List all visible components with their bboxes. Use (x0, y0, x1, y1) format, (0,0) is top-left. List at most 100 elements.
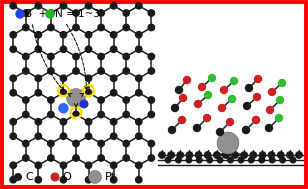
Circle shape (159, 152, 165, 158)
Circle shape (217, 129, 224, 136)
Circle shape (186, 152, 192, 158)
Circle shape (296, 152, 302, 158)
Circle shape (22, 140, 29, 147)
Circle shape (148, 140, 155, 147)
Circle shape (217, 132, 239, 154)
Circle shape (205, 152, 211, 158)
Circle shape (111, 119, 117, 125)
Circle shape (35, 177, 42, 183)
Circle shape (226, 119, 233, 125)
Circle shape (269, 88, 275, 95)
Circle shape (123, 24, 129, 31)
Circle shape (136, 162, 142, 168)
Circle shape (10, 90, 16, 96)
Circle shape (136, 46, 142, 53)
Circle shape (180, 94, 187, 101)
Circle shape (35, 75, 42, 81)
Circle shape (22, 68, 29, 74)
Circle shape (48, 111, 54, 118)
Circle shape (98, 68, 104, 74)
Circle shape (148, 53, 155, 60)
Circle shape (148, 10, 155, 16)
Circle shape (10, 119, 16, 125)
Circle shape (22, 10, 29, 16)
Circle shape (217, 157, 223, 163)
Circle shape (10, 133, 16, 139)
Circle shape (229, 95, 236, 102)
Circle shape (85, 90, 92, 96)
Circle shape (268, 152, 275, 158)
Circle shape (35, 133, 42, 139)
Circle shape (85, 119, 92, 125)
Circle shape (249, 157, 254, 163)
Circle shape (73, 10, 79, 16)
Circle shape (14, 173, 22, 181)
Circle shape (123, 97, 129, 103)
Circle shape (195, 152, 202, 158)
Circle shape (123, 111, 129, 118)
Circle shape (60, 2, 67, 9)
Circle shape (60, 32, 67, 38)
Circle shape (287, 152, 293, 158)
Circle shape (230, 77, 237, 84)
Circle shape (277, 97, 283, 104)
Circle shape (176, 87, 183, 94)
Circle shape (85, 162, 92, 168)
Circle shape (179, 116, 185, 123)
Circle shape (22, 97, 29, 103)
Circle shape (176, 157, 181, 163)
Circle shape (223, 152, 229, 158)
Text: 2: 2 (51, 86, 57, 95)
Circle shape (259, 152, 266, 158)
Circle shape (123, 155, 129, 161)
Circle shape (35, 46, 42, 53)
Circle shape (280, 157, 286, 163)
Circle shape (111, 32, 117, 38)
Circle shape (123, 68, 129, 74)
Circle shape (85, 2, 92, 9)
Circle shape (10, 162, 16, 168)
Text: 3: 3 (95, 86, 101, 95)
Circle shape (10, 32, 16, 38)
Circle shape (10, 2, 16, 9)
Circle shape (48, 140, 54, 147)
Circle shape (241, 152, 247, 158)
Circle shape (148, 155, 155, 161)
Circle shape (98, 111, 104, 118)
Circle shape (111, 177, 117, 183)
Circle shape (16, 10, 24, 18)
Circle shape (148, 111, 155, 118)
Circle shape (73, 140, 79, 147)
Circle shape (168, 152, 174, 158)
Text: N = 1~3: N = 1~3 (55, 9, 100, 19)
Circle shape (136, 177, 142, 183)
Circle shape (98, 97, 104, 103)
Circle shape (168, 126, 176, 133)
Circle shape (22, 155, 29, 161)
Circle shape (111, 162, 117, 168)
Text: B  +: B + (25, 9, 47, 19)
Circle shape (253, 94, 261, 101)
Circle shape (48, 24, 54, 31)
Circle shape (67, 88, 86, 108)
Circle shape (278, 152, 284, 158)
Circle shape (98, 53, 104, 60)
Circle shape (85, 75, 92, 81)
Circle shape (136, 133, 142, 139)
Circle shape (60, 133, 67, 139)
Circle shape (73, 97, 79, 103)
Circle shape (80, 100, 88, 108)
Circle shape (214, 152, 220, 158)
Circle shape (172, 105, 179, 112)
Circle shape (197, 157, 202, 163)
Circle shape (266, 106, 274, 114)
Circle shape (278, 80, 286, 87)
Circle shape (194, 101, 201, 108)
Circle shape (148, 68, 155, 74)
Circle shape (51, 173, 59, 181)
Circle shape (148, 97, 155, 103)
Circle shape (244, 102, 250, 109)
Circle shape (73, 111, 79, 118)
Circle shape (35, 119, 42, 125)
Circle shape (218, 105, 225, 112)
